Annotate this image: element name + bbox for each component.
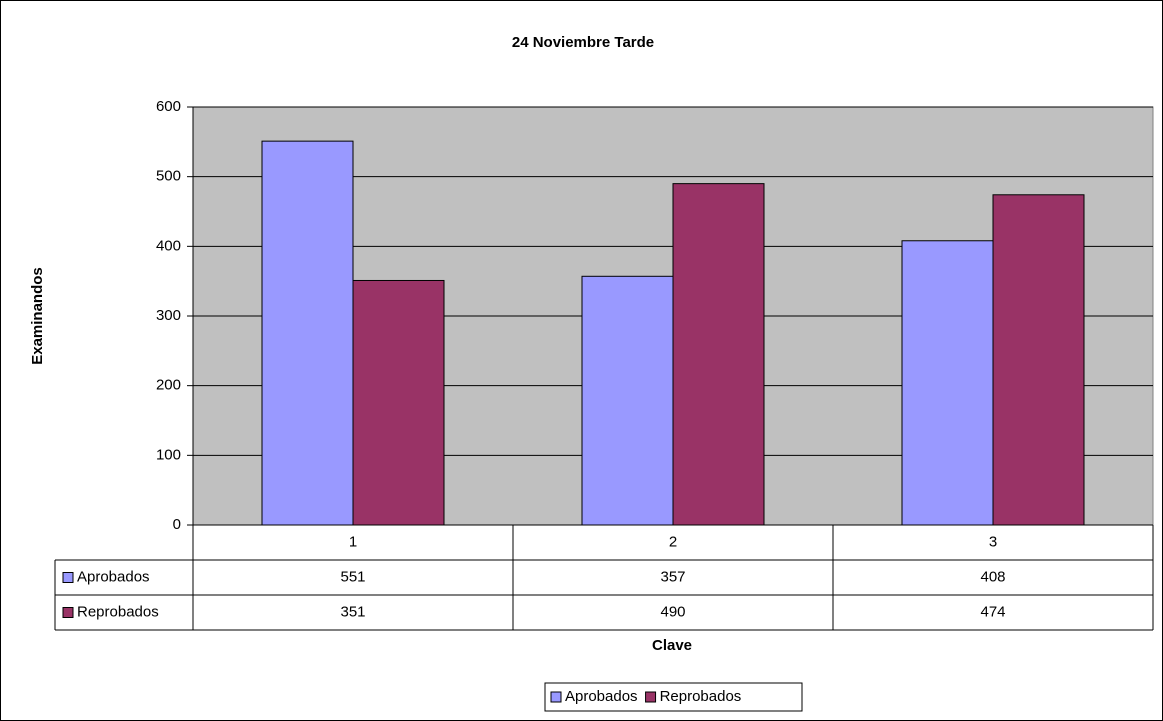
table-cell: 408 [980,568,1005,585]
bar [672,183,765,526]
table-row-label: Reprobados [77,603,159,620]
legend [544,682,803,712]
chart-title: 24 Noviembre Tarde [512,34,654,51]
x-axis-label: Clave [652,637,692,654]
legend-label: Reprobados [660,688,742,705]
table-cell: 474 [980,603,1005,620]
bar [992,194,1085,526]
y-tick-label: 300 [156,307,181,324]
bar [261,140,354,526]
bar [581,275,674,526]
y-axis-label: Examinandos [29,267,46,365]
y-tick-label: 100 [156,446,181,463]
table-cell: 351 [340,603,365,620]
x-tick-label: 2 [669,533,677,550]
y-tick-label: 600 [156,98,181,115]
y-tick-label: 0 [173,516,181,533]
bar [901,240,994,526]
table-cell: 551 [340,568,365,585]
x-tick-label: 1 [349,533,357,550]
table-key [62,572,74,583]
bar [352,279,445,526]
table-key [62,607,74,618]
legend-key [645,691,657,703]
legend-label: Aprobados [565,688,638,705]
table-row-label: Aprobados [77,568,150,585]
y-tick-label: 200 [156,377,181,394]
table-cell: 357 [660,568,685,585]
y-tick-label: 500 [156,168,181,185]
y-tick-label: 400 [156,237,181,254]
table-cell: 490 [660,603,685,620]
x-tick-label: 3 [989,533,997,550]
legend-key [550,691,562,703]
